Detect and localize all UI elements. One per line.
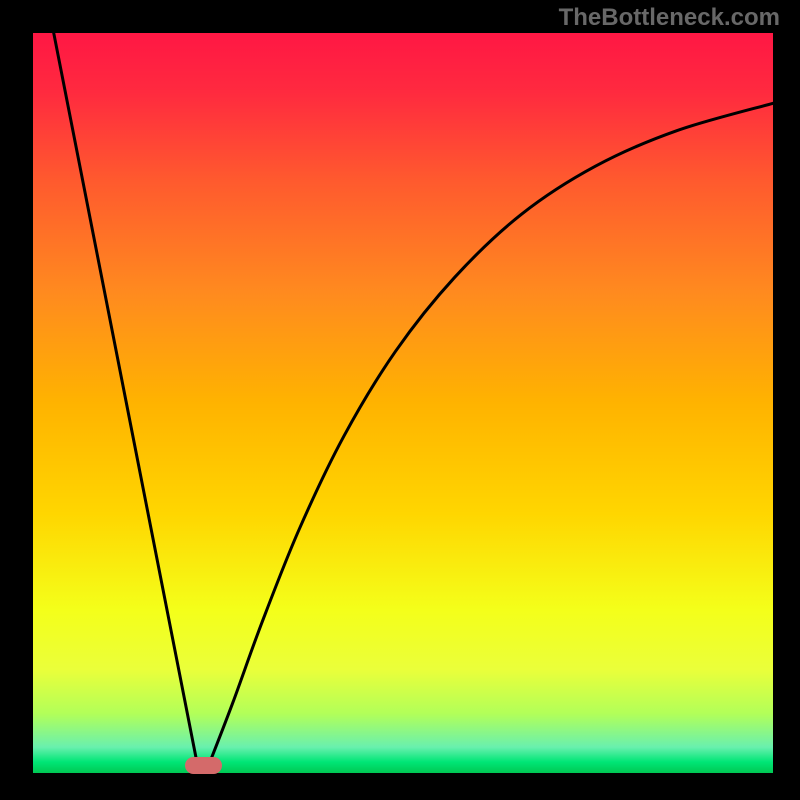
plot-area bbox=[33, 33, 773, 773]
chart-container: TheBottleneck.com bbox=[0, 0, 800, 800]
watermark-text: TheBottleneck.com bbox=[559, 4, 780, 32]
curve-layer bbox=[33, 33, 773, 773]
apex-marker bbox=[185, 757, 222, 773]
